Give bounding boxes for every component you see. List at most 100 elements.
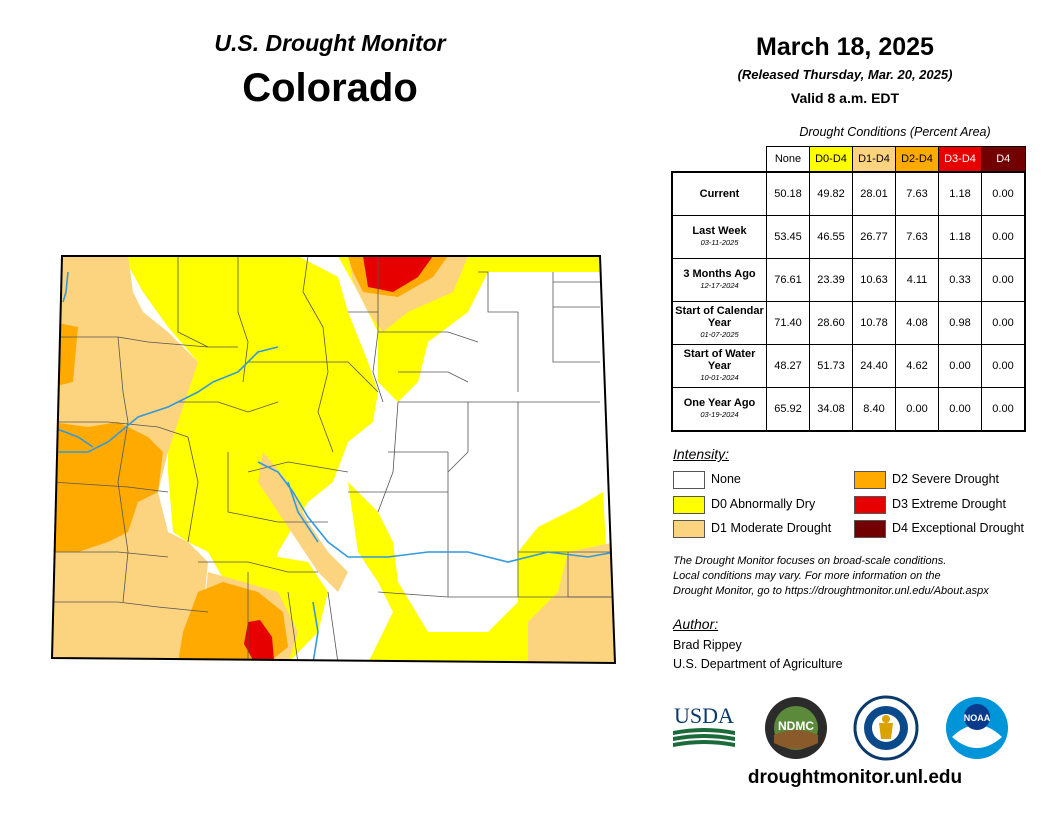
legend-swatch bbox=[854, 471, 886, 489]
table-cell: 0.00 bbox=[981, 387, 1026, 432]
note-line: Local conditions may vary. For more info… bbox=[673, 570, 941, 582]
table-cell: 71.40 bbox=[766, 301, 810, 345]
county-lines bbox=[52, 256, 615, 663]
table-cell: 0.00 bbox=[981, 215, 1026, 259]
table-row-3-months-ago: 3 Months Ago 12-17-2024 76.61 23.39 10.63… bbox=[671, 258, 1026, 302]
table-cell: 4.11 bbox=[895, 258, 939, 302]
row-date: 03-19-2024 bbox=[700, 410, 739, 419]
table-cell: 0.00 bbox=[981, 258, 1026, 302]
legend-swatch bbox=[854, 520, 886, 538]
noaa-logo-text: NOAA bbox=[964, 713, 991, 723]
col-header-d4: D4 bbox=[981, 146, 1026, 173]
legend-label: D0 Abnormally Dry bbox=[711, 497, 816, 511]
table-cell: 23.39 bbox=[809, 258, 853, 302]
map-subtitle: U.S. Drought Monitor bbox=[214, 30, 446, 56]
col-header-d2-d4: D2-D4 bbox=[895, 146, 939, 173]
disclaimer-note: The Drought Monitor focuses on broad-sca… bbox=[673, 554, 1043, 599]
usda-logo-text: USDA bbox=[674, 703, 734, 728]
table-cell: 0.33 bbox=[938, 258, 982, 302]
noaa-logo: NOAA bbox=[946, 697, 1008, 759]
row-label: Start of Calendar Year 01-07-2025 bbox=[671, 301, 767, 345]
row-date: 01-07-2025 bbox=[700, 330, 739, 339]
drought-conditions-table: None D0-D4 D1-D4 D2-D4 D3-D4 D4 Current … bbox=[671, 146, 1026, 432]
table-row-start-of-calendar-year: Start of Calendar Year 01-07-2025 71.40 2… bbox=[671, 301, 1026, 345]
col-header-none: None bbox=[766, 146, 810, 173]
col-header-d3-d4: D3-D4 bbox=[938, 146, 982, 173]
author-organization: U.S. Department of Agriculture bbox=[673, 657, 843, 671]
legend-label: D4 Exceptional Drought bbox=[892, 521, 1025, 535]
table-cell: 53.45 bbox=[766, 215, 810, 259]
table-row-one-year-ago: One Year Ago 03-19-2024 65.92 34.08 8.40 … bbox=[671, 387, 1026, 432]
table-cell: 10.63 bbox=[852, 258, 896, 302]
legend-label: D3 Extreme Drought bbox=[892, 497, 1006, 511]
table-cell: 1.18 bbox=[938, 215, 982, 259]
table-cell: 26.77 bbox=[852, 215, 896, 259]
table-cell: 8.40 bbox=[852, 387, 896, 432]
row-label: 3 Months Ago 12-17-2024 bbox=[671, 258, 767, 302]
table-cell: 48.27 bbox=[766, 344, 810, 388]
table-cell: 0.98 bbox=[938, 301, 982, 345]
table-cell: 7.63 bbox=[895, 171, 939, 216]
author-name: Brad Rippey bbox=[673, 638, 742, 652]
table-row-start-of-water-year: Start of Water Year 10-01-2024 48.27 51.7… bbox=[671, 344, 1026, 388]
table-cell: 4.62 bbox=[895, 344, 939, 388]
legend-label: D2 Severe Drought bbox=[892, 472, 1000, 486]
legend-swatch bbox=[673, 471, 705, 489]
legend-label: None bbox=[711, 472, 741, 486]
table-cell: 0.00 bbox=[981, 171, 1026, 216]
table-cell: 49.82 bbox=[809, 171, 853, 216]
valid-time: Valid 8 a.m. EDT bbox=[790, 90, 900, 106]
table-cell: 0.00 bbox=[938, 387, 982, 432]
legend-swatch bbox=[673, 496, 705, 514]
site-url-link[interactable]: droughtmonitor.unl.edu bbox=[747, 767, 963, 788]
row-label: Current bbox=[671, 171, 767, 216]
release-date: (Released Thursday, Mar. 20, 2025) bbox=[737, 67, 953, 82]
row-label: Last Week 03-11-2025 bbox=[671, 215, 767, 259]
table-cell: 51.73 bbox=[809, 344, 853, 388]
rivers bbox=[52, 271, 615, 663]
note-line: The Drought Monitor focuses on broad-sca… bbox=[673, 555, 947, 567]
table-cell: 0.00 bbox=[981, 344, 1026, 388]
ndmc-logo: NDMC bbox=[765, 697, 827, 759]
map-date: March 18, 2025 bbox=[756, 33, 934, 61]
table-cell: 7.63 bbox=[895, 215, 939, 259]
commerce-seal-logo bbox=[853, 695, 919, 761]
table-cell: 10.78 bbox=[852, 301, 896, 345]
legend-label: D1 Moderate Drought bbox=[711, 521, 832, 535]
table-cell: 24.40 bbox=[852, 344, 896, 388]
table-cell: 28.01 bbox=[852, 171, 896, 216]
state-border bbox=[50, 255, 617, 665]
usda-logo: USDA bbox=[673, 703, 735, 747]
col-header-d1-d4: D1-D4 bbox=[852, 146, 896, 173]
table-cell: 76.61 bbox=[766, 258, 810, 302]
note-line: Drought Monitor, go to https://droughtmo… bbox=[673, 585, 989, 597]
table-cell: 1.18 bbox=[938, 171, 982, 216]
colorado-drought-map bbox=[50, 255, 617, 665]
table-caption: Drought Conditions (Percent Area) bbox=[799, 125, 991, 139]
legend-swatch bbox=[673, 520, 705, 538]
table-cell: 0.00 bbox=[938, 344, 982, 388]
d3-areas bbox=[244, 256, 433, 660]
row-label: Start of Water Year 10-01-2024 bbox=[671, 344, 767, 388]
row-date: 10-01-2024 bbox=[700, 373, 739, 382]
legend-swatch bbox=[854, 496, 886, 514]
table-cell: 34.08 bbox=[809, 387, 853, 432]
row-date: 03-11-2025 bbox=[700, 238, 739, 247]
table-cell: 0.00 bbox=[895, 387, 939, 432]
table-corner bbox=[672, 147, 767, 173]
map-title: Colorado bbox=[242, 66, 418, 110]
author-heading: Author: bbox=[673, 616, 719, 632]
row-date: 12-17-2024 bbox=[700, 281, 739, 290]
table-cell: 28.60 bbox=[809, 301, 853, 345]
legend-title: Intensity: bbox=[673, 446, 730, 462]
row-label: One Year Ago 03-19-2024 bbox=[671, 387, 767, 432]
table-cell: 65.92 bbox=[766, 387, 810, 432]
table-cell: 4.08 bbox=[895, 301, 939, 345]
col-header-d0-d4: D0-D4 bbox=[809, 146, 853, 173]
table-row-last-week: Last Week 03-11-2025 53.45 46.55 26.77 7.… bbox=[671, 215, 1026, 259]
table-row-current: Current 50.18 49.82 28.01 7.63 1.18 0.00 bbox=[671, 171, 1026, 216]
table-cell: 50.18 bbox=[766, 171, 810, 216]
ndmc-logo-text: NDMC bbox=[778, 719, 814, 733]
table-cell: 46.55 bbox=[809, 215, 853, 259]
table-cell: 0.00 bbox=[981, 301, 1026, 345]
